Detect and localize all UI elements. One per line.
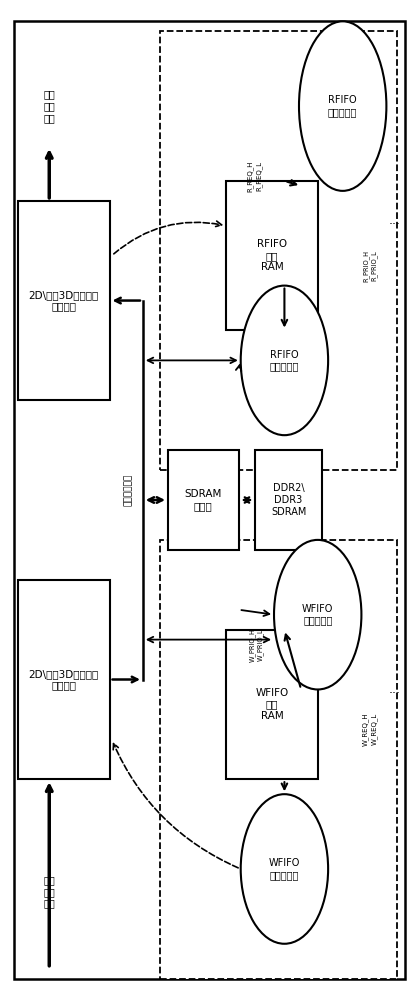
Text: W_PRIO_L: W_PRIO_L — [257, 628, 264, 661]
Ellipse shape — [299, 21, 386, 191]
Text: R_PRIO_H: R_PRIO_H — [362, 250, 369, 282]
Text: ...: ... — [389, 214, 401, 227]
Text: WFIFO
双口
RAM: WFIFO 双口 RAM — [255, 688, 289, 721]
Text: 视频
数据
输出: 视频 数据 输出 — [44, 89, 55, 123]
Bar — [226, 630, 318, 779]
Text: W_REQ_L: W_REQ_L — [370, 713, 377, 745]
Text: RFIFO
双口
RAM: RFIFO 双口 RAM — [257, 239, 287, 272]
Text: ...: ... — [389, 683, 401, 696]
Ellipse shape — [274, 540, 362, 689]
Text: R_REQ_L: R_REQ_L — [255, 161, 262, 191]
Bar — [160, 540, 397, 979]
Text: R_REQ_H: R_REQ_H — [247, 160, 253, 192]
Text: SDRAM
控制器: SDRAM 控制器 — [184, 489, 222, 511]
Text: W_REQ_H: W_REQ_H — [362, 713, 369, 746]
Text: WFIFO
写控制逻辑: WFIFO 写控制逻辑 — [269, 858, 300, 880]
Text: RFIFO
读控制逻辑: RFIFO 读控制逻辑 — [328, 95, 357, 117]
Bar — [226, 181, 318, 330]
Bar — [255, 450, 322, 550]
Bar — [160, 31, 397, 470]
Text: R_PRIO_L: R_PRIO_L — [370, 250, 377, 281]
Bar — [18, 201, 110, 400]
Text: 2D\裸眼3D视频数据
输出模块: 2D\裸眼3D视频数据 输出模块 — [28, 290, 99, 311]
Ellipse shape — [241, 794, 328, 944]
Ellipse shape — [241, 286, 328, 435]
Bar — [18, 580, 110, 779]
Bar — [168, 450, 239, 550]
Text: W_PRIO_H: W_PRIO_H — [249, 628, 256, 662]
Text: WFIFO
读控制逻辑: WFIFO 读控制逻辑 — [302, 604, 334, 625]
Text: 读写控制仲裁: 读写控制仲裁 — [124, 474, 133, 506]
Text: 2D\裸眼3D视频数据
输入模块: 2D\裸眼3D视频数据 输入模块 — [28, 669, 99, 690]
Text: 视频
数据
输入: 视频 数据 输入 — [44, 875, 55, 909]
Text: DDR2\
DDR3
SDRAM: DDR2\ DDR3 SDRAM — [271, 483, 306, 517]
Text: RFIFO
写控制逻辑: RFIFO 写控制逻辑 — [270, 350, 299, 371]
